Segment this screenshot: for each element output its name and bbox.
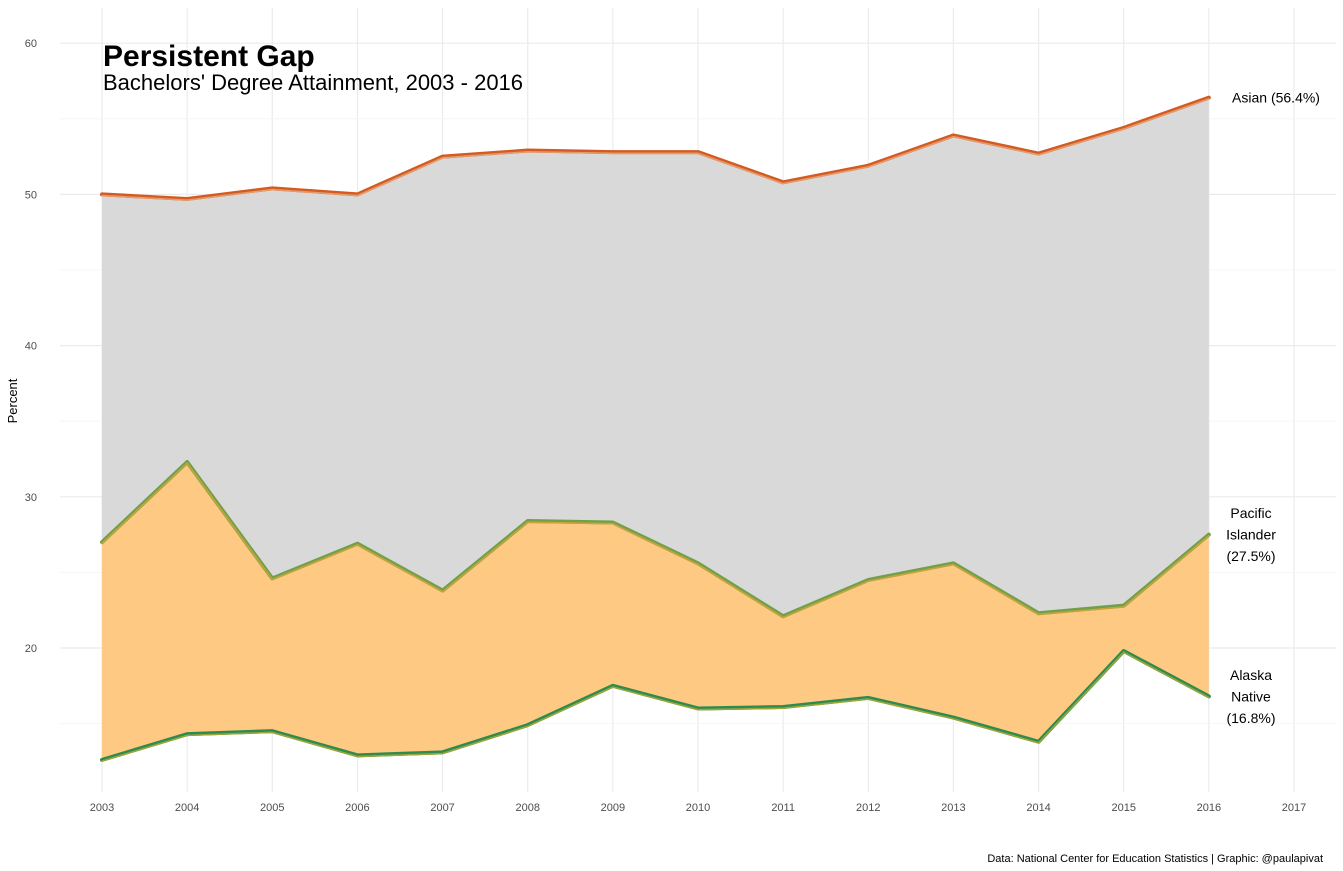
x-tick-label: 2010 xyxy=(686,802,710,814)
series-line-highlight-alaska-native xyxy=(101,651,1210,762)
y-tick-label: 60 xyxy=(25,38,37,50)
series-label-asian: Asian (56.4%) xyxy=(1232,90,1320,106)
chart-subtitle: Bachelors' Degree Attainment, 2003 - 201… xyxy=(103,70,523,95)
series-line-alaska-native xyxy=(100,649,1211,762)
y-tick-label: 30 xyxy=(25,492,37,504)
series-line-asian xyxy=(100,95,1211,201)
x-tick-label: 2012 xyxy=(856,802,880,814)
x-tick-label: 2004 xyxy=(175,802,199,814)
areas xyxy=(102,97,1209,760)
y-tick-label: 40 xyxy=(25,341,37,353)
gap-area-asian-pacific xyxy=(102,97,1209,617)
chart-caption: Data: National Center for Education Stat… xyxy=(987,853,1323,865)
x-tick-label: 2013 xyxy=(941,802,965,814)
series-label-line: (27.5%) xyxy=(1226,548,1275,564)
x-tick-label: 2009 xyxy=(601,802,625,814)
x-tick-label: 2017 xyxy=(1282,802,1306,814)
x-tick-label: 2015 xyxy=(1111,802,1135,814)
series-label-line: Asian (56.4%) xyxy=(1232,90,1320,106)
series-labels: Asian (56.4%) Pacific Islander (27.5%) Alask… xyxy=(1226,90,1320,726)
x-tick-label: 2008 xyxy=(515,802,539,814)
x-tick-label: 2016 xyxy=(1197,802,1221,814)
x-tick-label: 2006 xyxy=(345,802,369,814)
x-tick-label: 2003 xyxy=(90,802,114,814)
y-axis-title: Percent xyxy=(5,378,20,423)
series-label-alaska-native: Alaska Native (16.8%) xyxy=(1226,667,1275,726)
series-line-highlight-asian xyxy=(101,98,1210,201)
series-lines xyxy=(100,95,1211,762)
series-label-line: Pacific xyxy=(1230,505,1271,521)
gap-area-pacific-alaska xyxy=(102,462,1209,760)
series-line-highlight-pacific-islander xyxy=(101,462,1210,619)
series-label-line: (16.8%) xyxy=(1226,710,1275,726)
series-label-pacific-islander: Pacific Islander (27.5%) xyxy=(1226,505,1276,564)
series-line-pacific-islander xyxy=(100,460,1211,619)
x-tick-label: 2011 xyxy=(771,802,795,814)
series-label-line: Alaska xyxy=(1230,667,1272,683)
series-label-line: Native xyxy=(1231,688,1271,704)
x-tick-label: 2014 xyxy=(1026,802,1050,814)
y-tick-label: 20 xyxy=(25,643,37,655)
chart-title: Persistent Gap xyxy=(103,40,315,73)
series-label-line: Islander xyxy=(1226,527,1276,543)
y-tick-label: 50 xyxy=(25,189,37,201)
axis-ticks: 2003 2004 2005 2006 2007 2008 2009 2010 2011 2012… xyxy=(25,38,1306,814)
x-tick-label: 2005 xyxy=(260,802,284,814)
x-tick-label: 2007 xyxy=(430,802,454,814)
